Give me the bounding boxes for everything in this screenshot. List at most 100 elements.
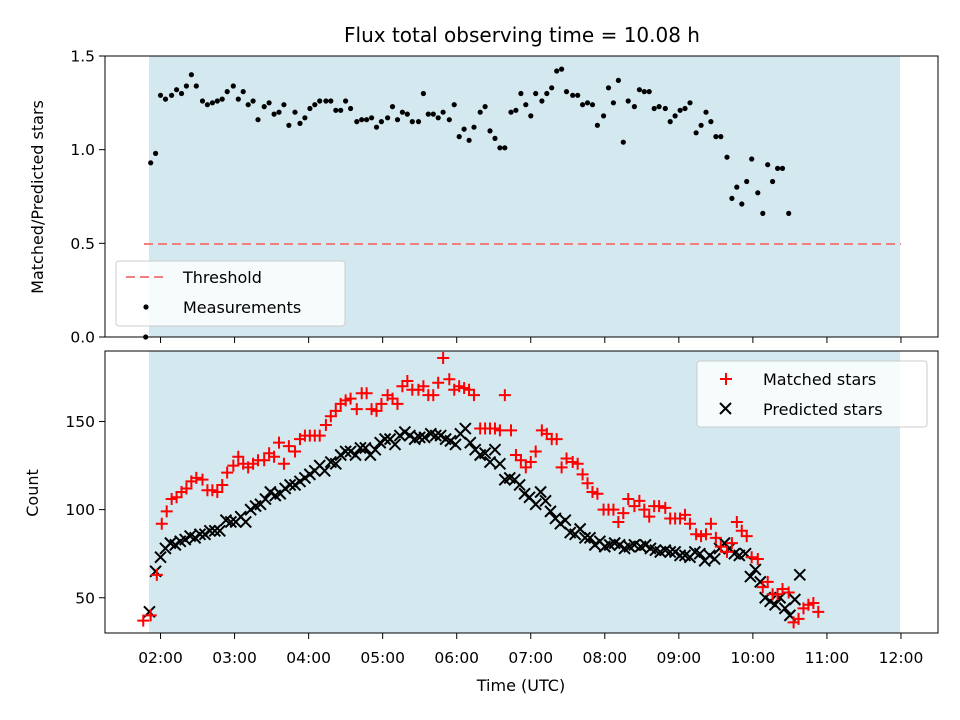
measurement-point: [528, 113, 534, 119]
matched-point: [319, 419, 332, 432]
x-tick-label: 08:00: [582, 649, 627, 667]
measurement-point: [677, 107, 683, 113]
predicted-point: [663, 545, 677, 559]
measurement-point: [440, 109, 446, 115]
predicted-point: [544, 505, 557, 518]
matched-point: [725, 537, 738, 550]
predicted-point: [539, 494, 552, 508]
matched-point: [704, 517, 717, 530]
measurement-point: [328, 98, 334, 104]
measurement-point: [523, 102, 529, 108]
measurement-point: [749, 156, 755, 162]
predicted-point: [673, 549, 687, 562]
measurement-point: [343, 98, 349, 104]
matched-point: [160, 505, 173, 518]
measurement-point: [312, 102, 318, 108]
measurement-point: [451, 102, 457, 108]
predicted-point: [239, 515, 252, 529]
top-x-ticks: [160, 337, 902, 343]
matched-point: [550, 433, 563, 446]
y-tick-label: 0.5: [70, 235, 95, 253]
measurement-point: [651, 105, 657, 112]
predicted-point: [329, 457, 342, 471]
predicted-point: [359, 441, 372, 455]
matched-point: [560, 452, 573, 465]
predicted-point: [464, 436, 477, 449]
predicted-point: [488, 443, 502, 456]
matched-point: [137, 614, 150, 627]
measurement-point: [693, 130, 699, 136]
matched-point: [196, 473, 209, 486]
matched-point: [282, 440, 295, 453]
measurement-point: [667, 119, 673, 125]
measurement-point: [271, 111, 277, 117]
measurement-point: [786, 210, 792, 216]
matched-point: [591, 487, 604, 500]
x-tick-label: 09:00: [657, 649, 702, 667]
matched-point: [277, 457, 290, 470]
measurement-point: [425, 111, 431, 117]
matched-point: [659, 501, 672, 514]
measurement-point: [430, 111, 436, 117]
matched-point: [555, 461, 568, 474]
measurement-point: [456, 134, 462, 140]
measurement-point: [718, 134, 724, 140]
predicted-point: [378, 432, 392, 446]
matched-point: [683, 517, 696, 530]
measurement-point: [378, 119, 384, 125]
matched-point: [370, 404, 383, 417]
measurement-point: [584, 100, 591, 106]
measurement-point: [420, 90, 426, 97]
predicted-point: [493, 457, 507, 471]
measurement-point: [276, 109, 282, 115]
measurement-point: [389, 104, 396, 110]
predicted-point: [529, 498, 542, 511]
measurement-point: [385, 115, 391, 121]
predicted-point: [578, 531, 592, 545]
matched-point: [417, 380, 430, 393]
matched-point: [617, 507, 630, 520]
x-tick-label: 02:00: [138, 649, 183, 667]
measurement-point: [183, 83, 189, 89]
measurement-point: [625, 98, 631, 104]
matched-point: [514, 454, 527, 467]
measurement-point: [178, 90, 185, 97]
measurement-point: [162, 96, 169, 102]
measurement-point: [502, 145, 508, 151]
measurement-point: [359, 117, 365, 123]
measurement-point: [739, 201, 745, 207]
matched-point: [524, 456, 537, 469]
predicted-point: [749, 563, 762, 576]
matched-point: [375, 397, 388, 410]
predicted-point: [413, 431, 426, 444]
predicted-point: [213, 524, 226, 537]
chart-title: Flux total observing time = 10.08 h: [344, 23, 700, 47]
predicted-point: [193, 528, 207, 541]
measurement-point: [286, 122, 292, 128]
measurement-point: [169, 92, 175, 98]
matched-point: [699, 528, 712, 541]
predicted-point: [744, 570, 757, 583]
measurement-point: [729, 195, 735, 201]
matched-point: [289, 445, 302, 458]
measurement-point: [404, 111, 410, 117]
matched-point: [313, 429, 326, 442]
measurement-point: [373, 124, 380, 130]
matched-point: [258, 454, 271, 467]
measurement-point: [518, 90, 524, 97]
measurement-point: [775, 165, 781, 171]
measurement-point: [446, 117, 452, 123]
predicted-point: [583, 531, 597, 545]
measurement-point: [601, 113, 607, 119]
measurement-point: [487, 128, 493, 134]
matched-point: [427, 389, 440, 402]
measurement-point: [153, 150, 159, 156]
measurement-point: [188, 72, 194, 78]
measurement-point: [682, 105, 688, 112]
predicted-point: [449, 438, 462, 451]
measurement-point: [687, 100, 693, 106]
measurement-point: [539, 98, 545, 104]
matched-point: [740, 530, 753, 543]
measurement-point: [209, 100, 215, 106]
